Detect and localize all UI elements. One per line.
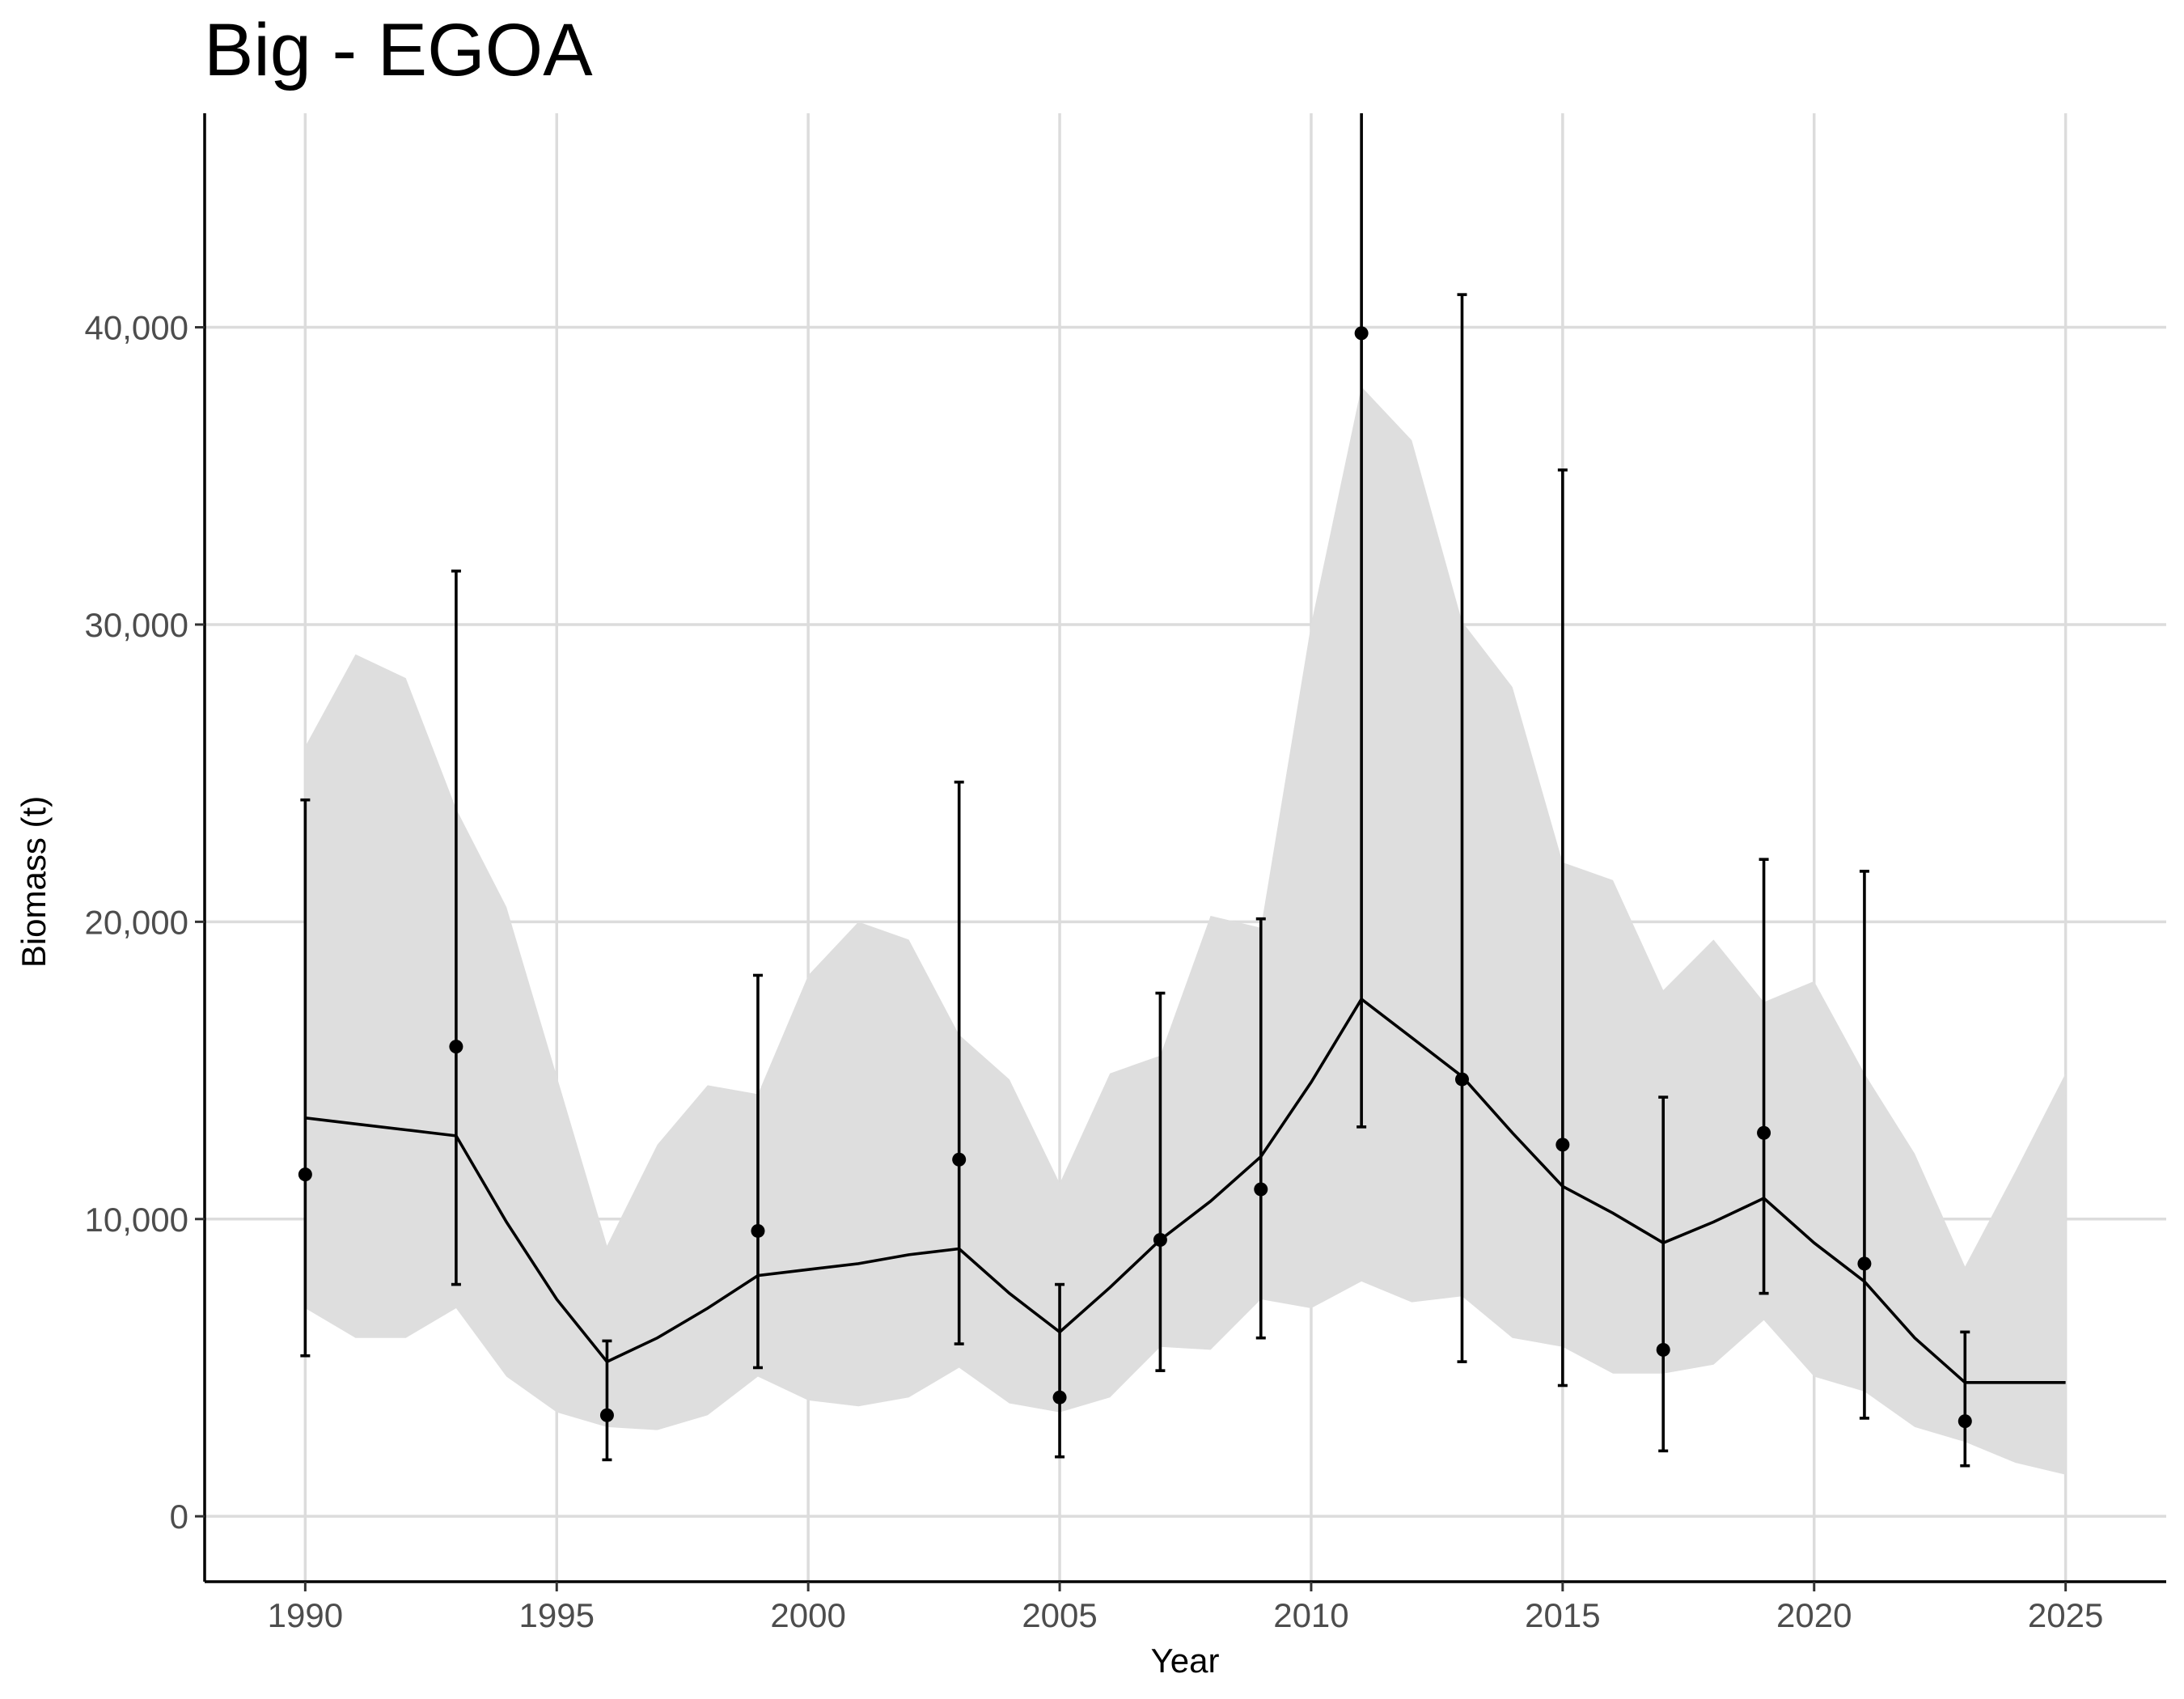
- observation-point-2013: [1454, 1072, 1469, 1087]
- model-estimate-line: [305, 997, 2066, 1384]
- observation-point-1993: [449, 1040, 463, 1054]
- x-tick-label: 2025: [2028, 1596, 2103, 1634]
- x-tick-label: 2010: [1273, 1596, 1348, 1634]
- x-tick-label: 2015: [1525, 1596, 1600, 1634]
- x-tick-label: 1995: [519, 1596, 595, 1634]
- y-tick-label: 10,000: [85, 1201, 188, 1239]
- x-tick-label: 1990: [268, 1596, 343, 1634]
- observation-point-2003: [952, 1152, 967, 1167]
- observation-point-2005: [1052, 1390, 1067, 1405]
- x-axis-title: Year: [1151, 1642, 1220, 1680]
- confidence-band: [305, 387, 2066, 1475]
- observation-point-1996: [599, 1408, 614, 1422]
- observation-point-2011: [1354, 326, 1369, 341]
- observation-points: [298, 326, 1972, 1429]
- tick-labels: 1990 1995 2000 2005 2010 2015 2020 2025 0 10,000 2…: [85, 309, 2104, 1634]
- y-tick-label: 0: [170, 1498, 188, 1536]
- observation-point-2009: [1254, 1182, 1268, 1197]
- y-tick-label: 20,000: [85, 903, 188, 941]
- x-tick-label: 2000: [770, 1596, 845, 1634]
- x-tick-label: 2005: [1022, 1596, 1097, 1634]
- observation-point-2007: [1153, 1232, 1167, 1247]
- observation-point-1999: [751, 1223, 765, 1238]
- observation-point-2019: [1757, 1125, 1771, 1140]
- chart-title: Big - EGOA: [204, 9, 593, 91]
- y-tick-label: 30,000: [85, 606, 188, 644]
- model-line: [305, 997, 2066, 1384]
- observation-point-2015: [1555, 1138, 1570, 1152]
- axes: [195, 113, 2166, 1591]
- error-bars: [300, 113, 1970, 1468]
- observation-point-2021: [1857, 1256, 1872, 1271]
- y-axis-title: Biomass (t): [15, 796, 53, 968]
- y-tick-label: 40,000: [85, 309, 188, 347]
- observation-point-1990: [298, 1167, 312, 1182]
- x-tick-label: 2020: [1776, 1596, 1852, 1634]
- ci-band-area: [305, 387, 2066, 1475]
- observation-point-2023: [1958, 1414, 1972, 1429]
- observation-point-2017: [1656, 1342, 1670, 1357]
